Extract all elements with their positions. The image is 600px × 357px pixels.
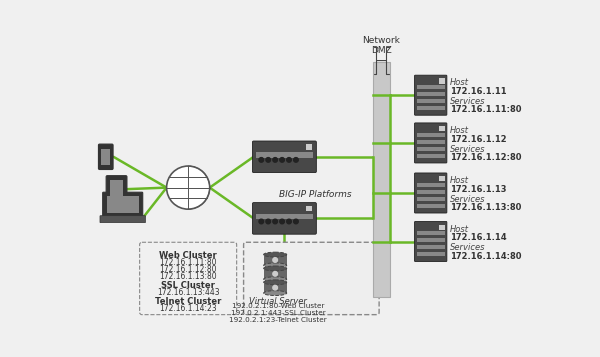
Circle shape — [273, 157, 277, 162]
Bar — [256, 152, 313, 157]
Text: 172.16.1.13:443: 172.16.1.13:443 — [157, 288, 220, 297]
Ellipse shape — [263, 252, 287, 257]
FancyBboxPatch shape — [415, 221, 447, 262]
FancyBboxPatch shape — [415, 123, 447, 163]
Text: 172.16.1.12:80: 172.16.1.12:80 — [450, 153, 521, 162]
FancyBboxPatch shape — [103, 192, 143, 217]
Text: 172.16.1.13:80: 172.16.1.13:80 — [450, 203, 521, 212]
Circle shape — [273, 258, 277, 262]
Text: Services: Services — [450, 97, 485, 106]
Circle shape — [266, 219, 271, 224]
Bar — [417, 99, 445, 103]
Bar — [110, 180, 124, 198]
FancyBboxPatch shape — [100, 216, 145, 223]
Text: 172.16.1.12: 172.16.1.12 — [450, 135, 506, 144]
Text: 192.0.2.1:23-Telnet Cluster: 192.0.2.1:23-Telnet Cluster — [229, 317, 327, 323]
FancyBboxPatch shape — [98, 144, 113, 170]
Text: 172.16.1.14:23: 172.16.1.14:23 — [160, 304, 217, 313]
Circle shape — [287, 219, 292, 224]
Bar — [306, 206, 312, 211]
Bar — [417, 183, 445, 187]
Bar — [107, 196, 139, 213]
Bar — [256, 214, 313, 219]
Bar — [417, 238, 445, 242]
Text: 172.16.1.14:80: 172.16.1.14:80 — [450, 252, 521, 261]
Circle shape — [293, 157, 298, 162]
Bar — [417, 85, 445, 89]
Circle shape — [259, 157, 263, 162]
Text: Network
DMZ: Network DMZ — [362, 36, 400, 55]
Bar — [306, 145, 312, 150]
Bar — [439, 225, 445, 230]
Text: 172.16.1.11: 172.16.1.11 — [450, 87, 506, 96]
FancyBboxPatch shape — [415, 75, 447, 115]
Text: 192.0.2.1:443-SSL Cluster: 192.0.2.1:443-SSL Cluster — [231, 310, 326, 316]
Bar — [417, 140, 445, 144]
Text: Services: Services — [450, 243, 485, 252]
Bar — [417, 204, 445, 208]
FancyBboxPatch shape — [244, 242, 379, 315]
Circle shape — [167, 166, 210, 209]
Bar — [439, 78, 445, 84]
Bar — [417, 106, 445, 110]
Circle shape — [273, 219, 277, 224]
Ellipse shape — [263, 263, 287, 268]
Text: Host: Host — [450, 225, 469, 234]
Circle shape — [273, 285, 277, 290]
Text: Host: Host — [450, 176, 469, 185]
Text: 172.16.1.13: 172.16.1.13 — [450, 185, 506, 193]
FancyBboxPatch shape — [106, 176, 127, 203]
Bar — [417, 252, 445, 256]
Bar — [417, 154, 445, 157]
Circle shape — [287, 157, 292, 162]
Text: SSL Cluster: SSL Cluster — [161, 281, 215, 290]
Ellipse shape — [263, 280, 287, 285]
Ellipse shape — [263, 291, 287, 296]
Circle shape — [293, 219, 298, 224]
Bar — [417, 245, 445, 249]
FancyBboxPatch shape — [415, 173, 447, 213]
Bar — [417, 92, 445, 96]
Text: 192.0.2.1:80-Web Cluster: 192.0.2.1:80-Web Cluster — [232, 303, 325, 309]
Text: Virtual Server: Virtual Server — [250, 297, 307, 306]
Bar — [439, 176, 445, 181]
Text: 172.16.1.13:80: 172.16.1.13:80 — [160, 272, 217, 281]
Text: Services: Services — [450, 145, 485, 154]
Bar — [263, 268, 287, 279]
Text: BIG-IP Platforms: BIG-IP Platforms — [279, 190, 352, 199]
FancyBboxPatch shape — [253, 203, 316, 234]
Bar — [373, 62, 390, 297]
Text: 172.16.1.11:80: 172.16.1.11:80 — [160, 258, 217, 267]
Circle shape — [280, 219, 284, 224]
Text: Host: Host — [450, 79, 469, 87]
Text: Telnet Cluster: Telnet Cluster — [155, 297, 221, 306]
Circle shape — [280, 157, 284, 162]
Bar — [417, 190, 445, 194]
Circle shape — [266, 157, 271, 162]
Bar — [101, 149, 110, 165]
Text: Host: Host — [450, 126, 469, 135]
Text: 172.16.1.12:80: 172.16.1.12:80 — [160, 265, 217, 273]
Circle shape — [273, 272, 277, 276]
Circle shape — [259, 219, 263, 224]
Bar — [263, 282, 287, 293]
Ellipse shape — [263, 277, 287, 282]
Bar — [417, 197, 445, 201]
Text: 172.16.1.14: 172.16.1.14 — [450, 233, 506, 242]
Bar — [417, 133, 445, 137]
Text: Web Cluster: Web Cluster — [159, 251, 217, 260]
Bar — [417, 147, 445, 151]
Text: 172.16.1.11:80: 172.16.1.11:80 — [450, 105, 521, 114]
Ellipse shape — [263, 266, 287, 271]
FancyBboxPatch shape — [253, 141, 316, 172]
Bar — [439, 126, 445, 131]
Bar — [417, 231, 445, 235]
Text: Services: Services — [450, 195, 485, 203]
Bar — [263, 255, 287, 265]
